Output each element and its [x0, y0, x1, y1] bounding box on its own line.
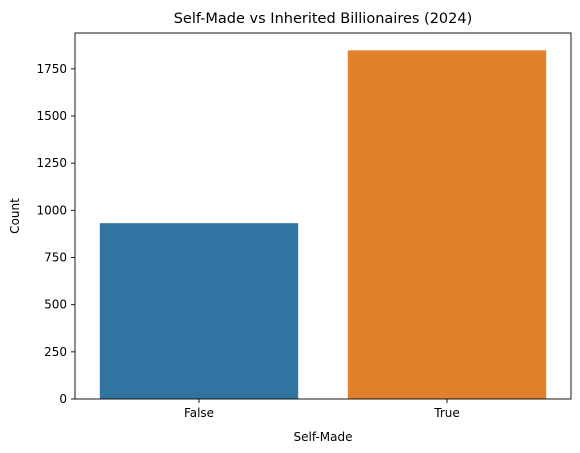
y-tick-label: 0: [59, 392, 67, 406]
y-axis: 0 250 500 750 1000 1250 1500 1750: [36, 62, 75, 406]
y-tick-label: 1000: [36, 203, 67, 217]
y-tick-label: 1500: [36, 109, 67, 123]
x-tick-label: False: [184, 406, 214, 420]
y-tick-label: 250: [44, 345, 67, 359]
bar-false: [99, 223, 299, 399]
plot-frame: [74, 32, 572, 400]
y-tick-label: 1250: [36, 156, 67, 170]
y-tick-label: 1750: [36, 62, 67, 76]
x-tick-label: True: [433, 406, 460, 420]
chart-title: Self-Made vs Inherited Billionaires (202…: [174, 11, 473, 27]
y-axis-label: Count: [8, 198, 22, 234]
x-axis-label: Self-Made: [294, 430, 353, 444]
bar-true: [347, 50, 547, 400]
x-axis: False True: [184, 399, 460, 420]
bars: [99, 50, 547, 400]
y-tick-label: 750: [44, 251, 67, 265]
y-tick-label: 500: [44, 298, 67, 312]
